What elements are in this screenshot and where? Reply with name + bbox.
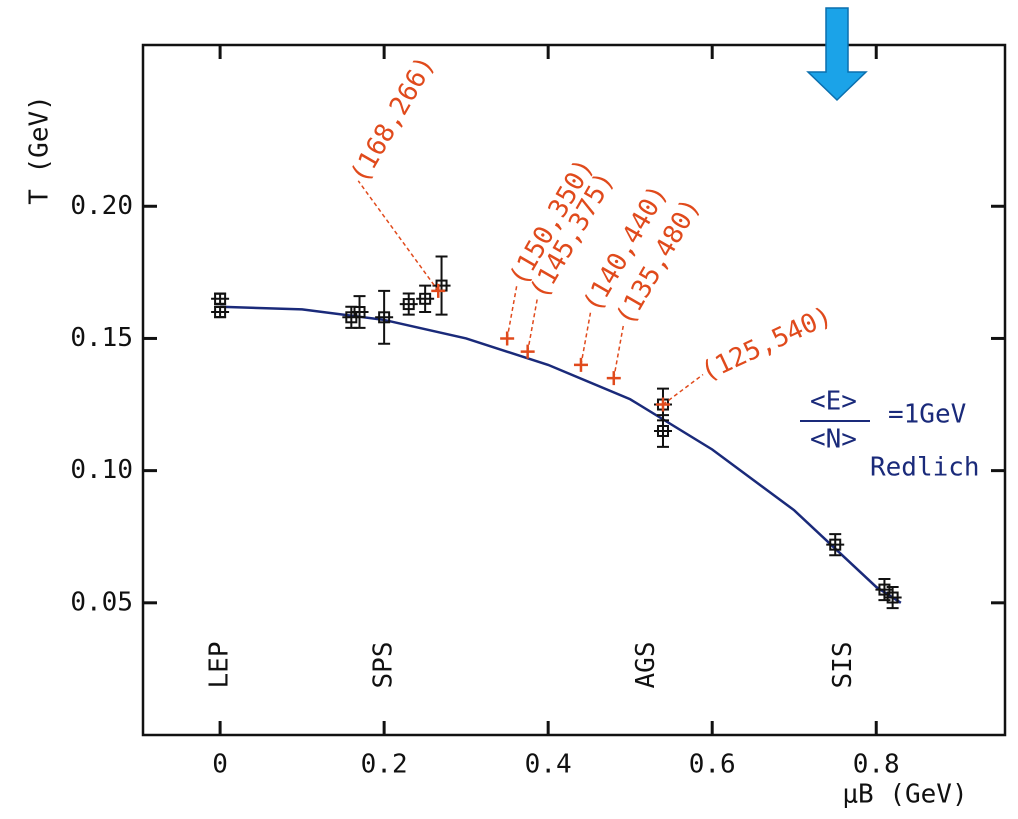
- region-label: LEP: [205, 642, 235, 689]
- curve-note: =1GeV: [888, 400, 966, 430]
- red-point: [573, 357, 588, 372]
- y-tick-label: 0.15: [70, 323, 133, 353]
- leader: [357, 180, 439, 292]
- curve: [220, 305, 902, 604]
- x-tick-label: 0.6: [689, 750, 736, 780]
- data-point: [214, 306, 227, 319]
- red-label: (168,266): [345, 51, 441, 188]
- curve-note: <E>: [810, 387, 857, 417]
- error-bar: [875, 578, 894, 602]
- x-tick-label: 0.2: [361, 750, 408, 780]
- data-point: [419, 292, 432, 305]
- data-point: [214, 292, 227, 305]
- y-tick-label: 0.05: [70, 587, 133, 617]
- data-point: [878, 583, 891, 596]
- x-tick-label: 0.4: [525, 750, 572, 780]
- red-point: [500, 331, 515, 346]
- error-bar: [883, 585, 902, 610]
- y-tick-label: 0.20: [70, 191, 133, 221]
- region-label: SPS: [369, 642, 399, 689]
- leader: [526, 296, 539, 352]
- error-bar: [211, 292, 230, 306]
- error-bar: [399, 292, 418, 316]
- curve-note: <N>: [810, 425, 857, 455]
- data-point: [353, 306, 366, 319]
- error-bar: [653, 414, 672, 448]
- region-label: AGS: [631, 642, 661, 689]
- leader: [506, 283, 518, 339]
- plot-frame: [141, 43, 1007, 737]
- data-point: [656, 424, 669, 437]
- curve-note: Redlich: [870, 453, 980, 483]
- error-bar: [826, 533, 845, 557]
- leader: [662, 373, 704, 406]
- y-axis-label: T (GeV): [25, 95, 55, 205]
- arrow: [806, 7, 868, 102]
- data-point: [886, 591, 899, 604]
- error-bar: [375, 289, 394, 345]
- error-bar: [342, 305, 361, 329]
- region-label: SIS: [828, 642, 858, 689]
- error-bar: [350, 295, 369, 329]
- data-point: [402, 298, 415, 311]
- error-bar: [211, 305, 230, 319]
- red-point: [431, 283, 446, 298]
- data-point: [378, 311, 391, 324]
- y-tick-label: 0.10: [70, 455, 133, 485]
- red-label: (125,540): [696, 301, 836, 388]
- error-bar: [432, 255, 451, 316]
- leader: [613, 322, 625, 379]
- red-point: [520, 344, 535, 359]
- x-tick-label: 0: [212, 750, 228, 780]
- x-tick-label: 0.8: [853, 750, 900, 780]
- leader: [580, 309, 592, 366]
- data-point: [829, 538, 842, 551]
- x-axis-label: μB (GeV): [842, 780, 967, 810]
- error-bar: [416, 284, 435, 314]
